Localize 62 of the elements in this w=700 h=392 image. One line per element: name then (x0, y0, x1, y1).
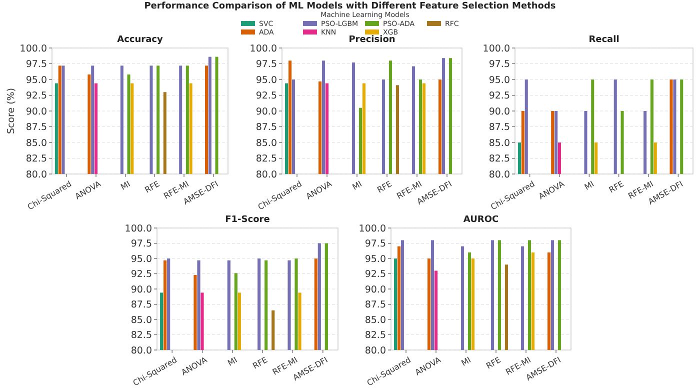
y-axis-title: Score (%) (6, 88, 17, 134)
y-tick-label: 95.0 (26, 74, 47, 86)
y-tick-label: 97.5 (488, 59, 510, 70)
chart-title: Accuracy (117, 35, 164, 45)
y-tick-label: 90.0 (488, 106, 510, 118)
x-tick-label: RFE (484, 355, 502, 371)
x-tick-label: RFE (608, 179, 626, 195)
x-tick-label: MI (226, 355, 239, 368)
x-tick-label: RFE (143, 179, 162, 195)
y-tick-label: 92.5 (256, 90, 277, 102)
y-tick-label: 82.5 (256, 154, 277, 165)
y-tick-label: 80.0 (364, 345, 386, 356)
x-tick-label: MI (350, 179, 364, 192)
y-tick-label: 82.5 (488, 154, 510, 165)
chart-title: AUROC (463, 215, 499, 225)
y-tick-label: 100.0 (250, 43, 277, 54)
chart-title: F1-Score (225, 215, 270, 225)
y-tick-label: 100.0 (124, 223, 152, 234)
y-tick-label: 97.5 (364, 238, 386, 250)
y-tick-label: 85.0 (130, 314, 152, 326)
y-tick-label: 100.0 (358, 223, 386, 234)
y-tick-label: 85.0 (364, 314, 386, 326)
y-tick-label: 87.5 (364, 300, 386, 311)
y-tick-label: 87.5 (256, 122, 277, 134)
y-tick-label: 87.5 (488, 122, 510, 134)
y-tick-label: 87.5 (26, 122, 47, 134)
y-tick-label: 85.0 (488, 138, 510, 149)
x-tick-label: MI (460, 355, 472, 368)
x-tick-label: MI (583, 179, 596, 192)
x-tick-label: RFE (251, 355, 269, 371)
y-tick-label: 97.5 (26, 59, 47, 70)
y-tick-label: 97.5 (130, 238, 152, 250)
x-tick-label: RFE (376, 179, 394, 195)
chart-title: Recall (588, 35, 620, 45)
y-tick-label: 95.0 (130, 254, 152, 265)
y-tick-label: 90.0 (364, 284, 386, 296)
y-tick-label: 92.5 (488, 90, 510, 102)
chart-title: Precision (348, 35, 396, 45)
y-tick-label: 85.0 (256, 138, 277, 149)
y-tick-label: 87.5 (130, 300, 152, 311)
y-tick-label: 92.5 (364, 269, 386, 280)
y-tick-label: 100.0 (20, 43, 47, 54)
y-tick-label: 92.5 (26, 90, 47, 102)
y-tick-label: 80.0 (130, 345, 152, 356)
x-tick-label: MI (119, 179, 132, 192)
y-tick-label: 80.0 (256, 169, 277, 180)
y-tick-label: 85.0 (26, 138, 47, 149)
y-tick-label: 95.0 (488, 74, 510, 86)
y-tick-label: 80.0 (488, 169, 510, 180)
y-tick-label: 90.0 (256, 106, 277, 118)
y-tick-label: 90.0 (130, 284, 152, 296)
y-tick-label: 80.0 (26, 169, 47, 180)
y-tick-label: 95.0 (256, 74, 277, 86)
text: Performance Comparison of ML Models with Different Feature Selection Methods (144, 2, 556, 12)
y-tick-label: 82.5 (26, 154, 47, 165)
y-tick-label: 97.5 (256, 59, 277, 70)
y-tick-label: 92.5 (130, 269, 152, 280)
y-tick-label: 100.0 (482, 43, 510, 54)
y-tick-label: 90.0 (26, 106, 47, 118)
y-tick-label: 82.5 (364, 330, 386, 342)
y-tick-label: 82.5 (130, 330, 152, 342)
y-tick-label: 95.0 (364, 254, 386, 265)
